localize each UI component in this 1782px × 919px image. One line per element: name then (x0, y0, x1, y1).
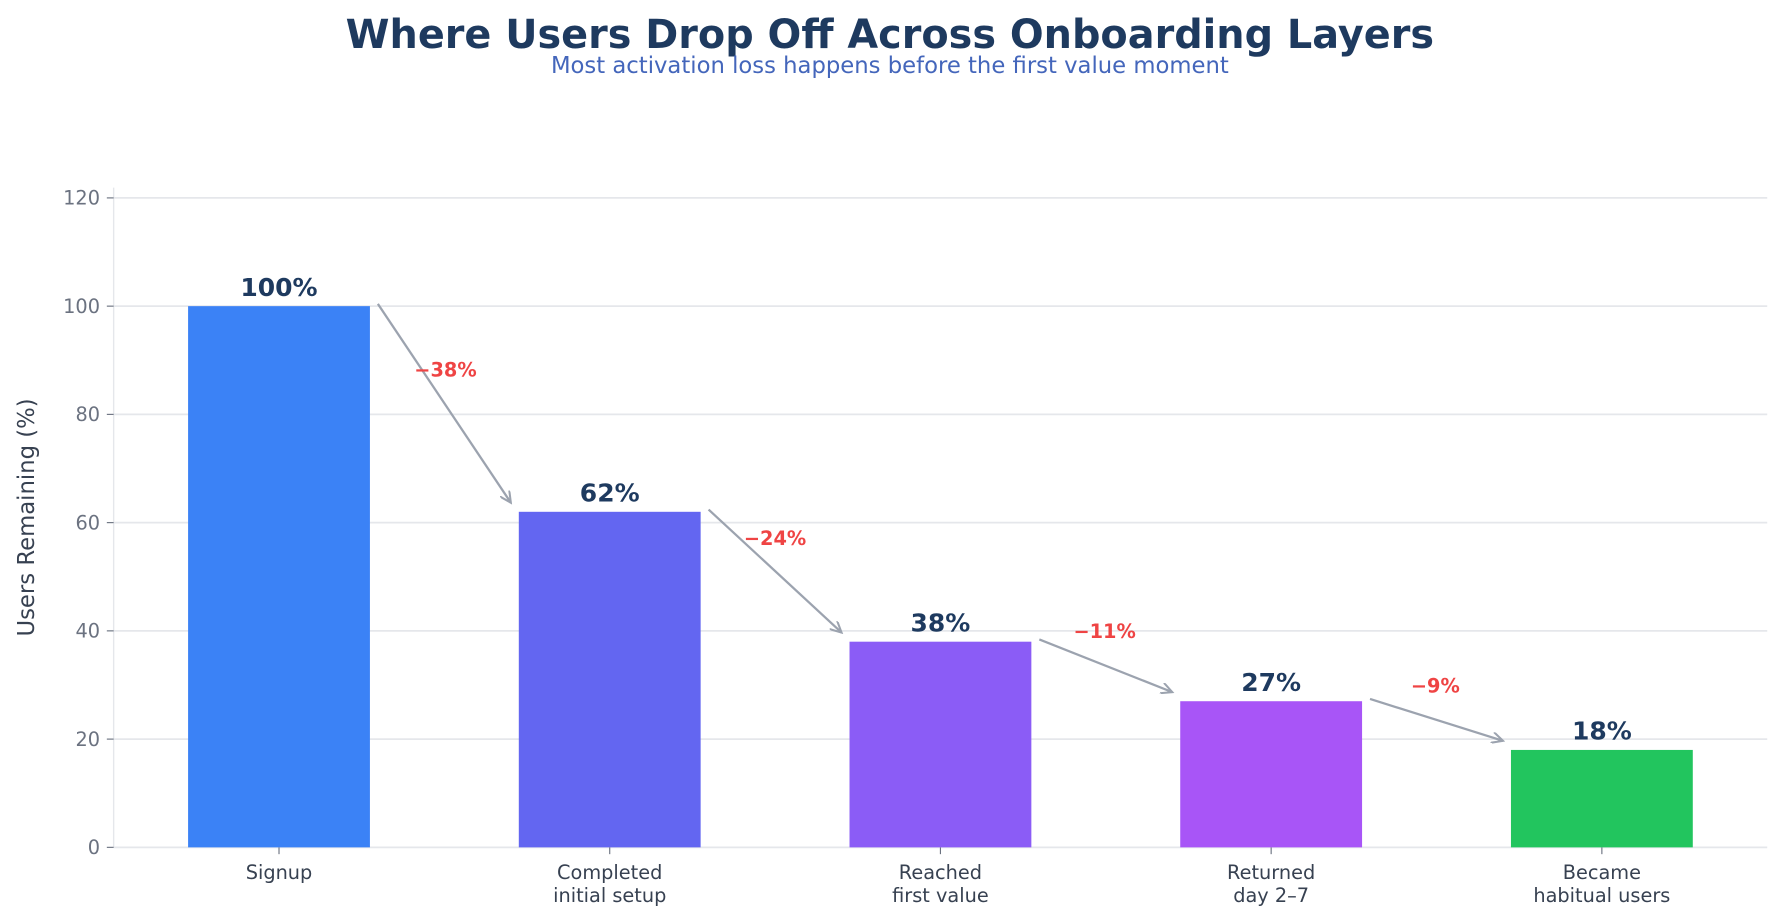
x-tick-label-line: Completed (557, 861, 662, 884)
x-tick-label-line: first value (892, 884, 989, 907)
y-tick-label: 20 (75, 728, 100, 751)
x-tick-label-line: Signup (246, 861, 313, 884)
x-tick-label: Returned day 2–7 (1227, 861, 1315, 907)
x-tick-label-line: day 2–7 (1233, 884, 1309, 907)
bar (849, 641, 1032, 848)
y-tick-label: 0 (88, 836, 100, 859)
x-tick-label-line: Became (1563, 861, 1641, 884)
bar (188, 306, 370, 848)
x-tick-label-line: habitual users (1533, 884, 1670, 907)
x-tick-label: Became habitual users (1533, 861, 1670, 907)
drop-arrow (376, 303, 511, 503)
x-tick-label: Reached first value (892, 861, 989, 907)
x-tick-label: Completed initial setup (553, 861, 666, 907)
chart-title: Where Users Drop Off Across Onboarding L… (346, 12, 1434, 58)
drop-arrow (1369, 697, 1503, 741)
drop-arrow (707, 508, 842, 633)
y-tick-label: 40 (75, 620, 100, 643)
bar (1510, 749, 1693, 848)
y-tick-label: 100 (63, 295, 100, 318)
value-label: 62% (580, 479, 640, 508)
bar (518, 511, 701, 848)
y-axis-label: Users Remaining (%) (14, 398, 40, 636)
x-tick-label-line: Reached (899, 861, 982, 884)
bar (1180, 701, 1363, 848)
x-tick-label-line: initial setup (553, 884, 666, 907)
drop-label: −38% (414, 358, 476, 381)
value-label: 100% (240, 273, 317, 302)
y-tick-label: 120 (63, 187, 100, 210)
x-tick-label: Signup (246, 861, 313, 884)
drop-label: −9% (1411, 675, 1460, 698)
drop-label: −11% (1073, 620, 1135, 643)
drop-label: −24% (744, 527, 806, 550)
value-label: 27% (1241, 668, 1301, 697)
drop-arrow (1038, 638, 1172, 692)
y-tick-label: 80 (75, 403, 100, 426)
y-tick-label: 60 (75, 511, 100, 534)
value-label: 38% (911, 608, 971, 637)
x-tick-label-line: Returned (1227, 861, 1315, 884)
chart-subtitle: Most activation loss happens before the … (551, 53, 1229, 79)
value-label: 18% (1572, 717, 1632, 746)
